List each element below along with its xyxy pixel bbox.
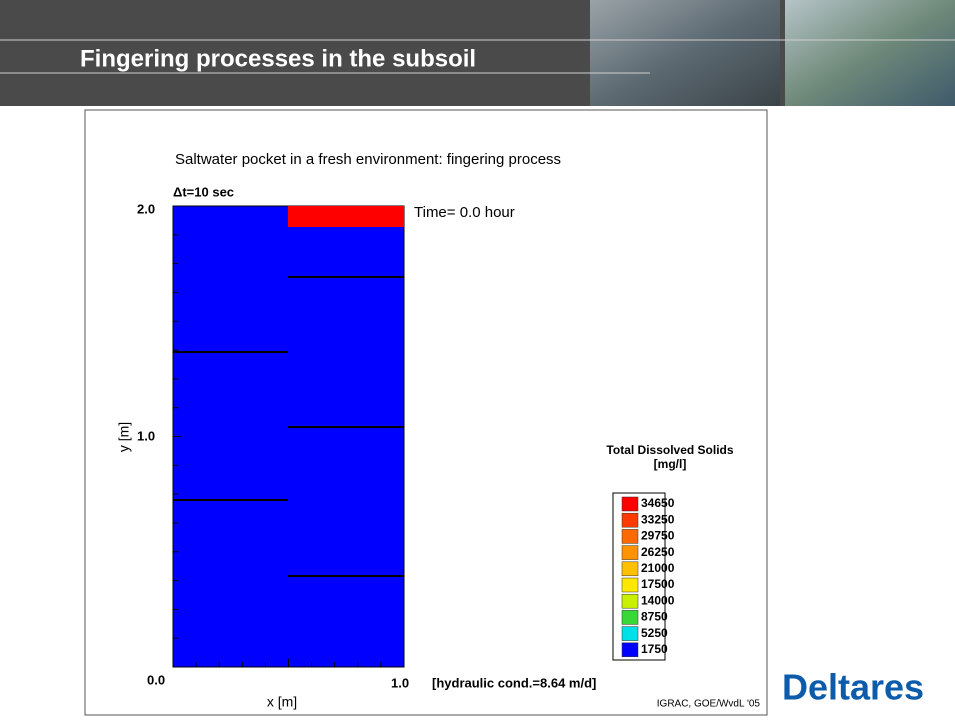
legend-label: 14000 (641, 593, 675, 607)
saltwater-pocket (288, 206, 404, 227)
concentration-field (172, 205, 405, 668)
legend: 34650 33250 29750 26250 21000 17500 14000 8750 5… (621, 496, 675, 658)
legend-label: 17500 (641, 577, 675, 591)
header-photo (590, 0, 780, 106)
legend-title: Total Dissolved Solids (606, 443, 733, 457)
legend-swatch (621, 512, 639, 528)
legend-swatch (621, 529, 639, 544)
legend-swatch (621, 626, 639, 641)
timestep: Δt=10 sec (173, 184, 234, 199)
legend-label: 8750 (641, 610, 668, 624)
legend-swatch (621, 545, 639, 560)
legend-label: 33250 (641, 512, 675, 526)
plot-title: Saltwater pocket in a fresh environment:… (175, 151, 561, 168)
legend-label: 29750 (641, 529, 675, 543)
y-tick-label: 1.0 (137, 428, 155, 443)
x-axis-label: x [m] (267, 694, 297, 710)
credit: IGRAC, GOE/WvdL '05 (657, 699, 761, 710)
logo: Deltares (782, 667, 924, 708)
legend-unit: [mg/l] (654, 457, 687, 471)
finger-lines (173, 276, 404, 577)
y-axis-label: y [m] (116, 422, 132, 452)
time-label: Time= 0.0 hour (414, 204, 515, 221)
legend-label: 26250 (641, 545, 675, 559)
legend-box (612, 492, 666, 661)
legend-swatch (621, 642, 639, 658)
legend-label: 1750 (641, 642, 668, 656)
axis-ticks (172, 205, 405, 668)
x-tick-label: 1.0 (391, 675, 409, 690)
legend-swatch (621, 496, 639, 512)
legend-label: 5250 (641, 626, 668, 640)
slide-title: Fingering processes in the subsoil (80, 45, 476, 72)
y-tick-label: 0.0 (147, 672, 165, 687)
note: [hydraulic cond.=8.64 m/d] (432, 675, 596, 690)
legend-label: 21000 (641, 561, 675, 575)
legend-label: 34650 (641, 496, 675, 510)
y-tick-label: 2.0 (137, 201, 155, 216)
legend-swatch (621, 593, 639, 609)
header-photo (785, 0, 955, 106)
legend-swatch (621, 577, 639, 593)
legend-swatch (621, 610, 639, 625)
legend-swatch (621, 561, 639, 577)
